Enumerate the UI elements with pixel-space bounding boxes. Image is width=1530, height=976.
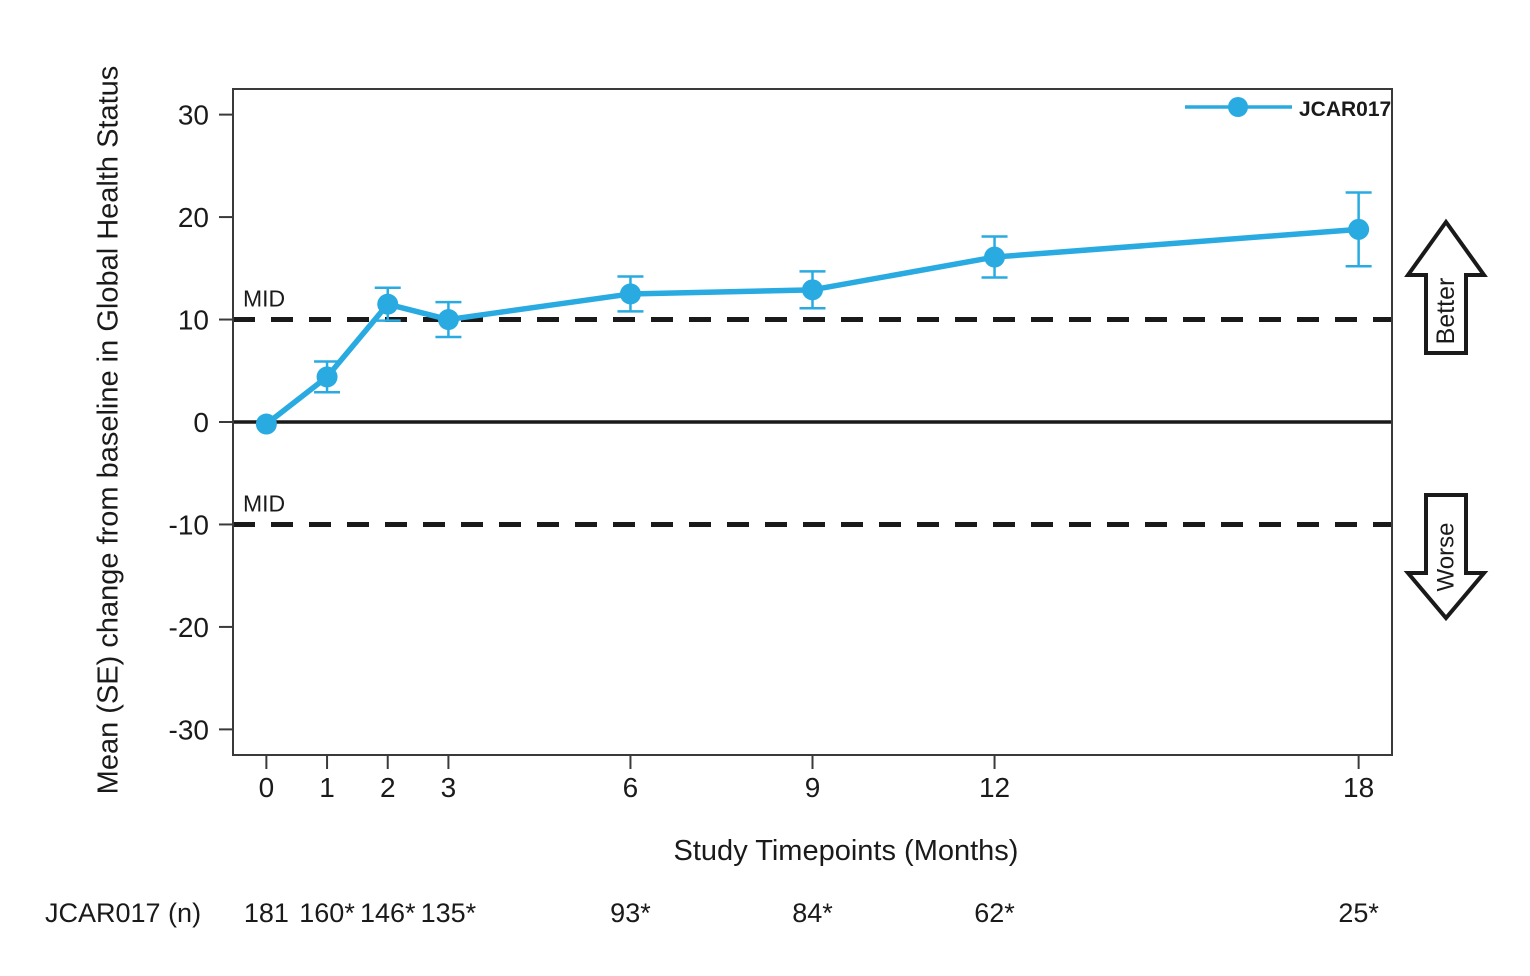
y-tick-label: 30 bbox=[178, 100, 209, 131]
y-tick-label: 0 bbox=[193, 407, 209, 438]
n-count-month-6: 93* bbox=[610, 898, 651, 928]
data-point-month-1 bbox=[316, 366, 338, 388]
worse-arrow-label: Worse bbox=[1433, 523, 1460, 592]
y-tick-label: -20 bbox=[169, 612, 209, 643]
n-count-month-1: 160* bbox=[299, 898, 355, 928]
data-point-month-2 bbox=[377, 293, 399, 315]
data-point-month-3 bbox=[437, 309, 459, 331]
y-tick-label: 10 bbox=[178, 305, 209, 336]
n-count-month-0: 181 bbox=[244, 898, 289, 928]
x-tick-label: 6 bbox=[623, 772, 639, 803]
worse-arrow-icon bbox=[1403, 493, 1489, 622]
data-point-month-0 bbox=[255, 413, 277, 435]
n-count-month-12: 62* bbox=[974, 898, 1015, 928]
n-count-month-18: 25* bbox=[1338, 898, 1379, 928]
data-point-month-9 bbox=[802, 279, 823, 301]
data-point-month-6 bbox=[619, 283, 641, 305]
x-tick-label: 12 bbox=[979, 772, 1010, 803]
better-arrow-label: Better bbox=[1432, 278, 1460, 345]
n-count-month-3: 135* bbox=[421, 898, 477, 928]
legend-marker bbox=[1228, 97, 1248, 117]
legend-label: JCAR017 bbox=[1299, 98, 1391, 121]
y-tick-label: 20 bbox=[178, 202, 209, 233]
data-point-month-12 bbox=[984, 246, 1006, 268]
n-row-label: JCAR017 (n) bbox=[45, 898, 201, 928]
n-count-month-2: 146* bbox=[360, 898, 416, 928]
x-axis-title: Study Timepoints (Months) bbox=[674, 835, 1019, 867]
x-tick-label: 3 bbox=[441, 772, 457, 803]
x-tick-label: 9 bbox=[805, 772, 821, 803]
n-count-month-9: 84* bbox=[792, 898, 833, 928]
x-tick-label: 18 bbox=[1343, 772, 1374, 803]
x-tick-label: 1 bbox=[319, 772, 335, 803]
data-point-month-18 bbox=[1348, 218, 1370, 240]
y-axis-title: Mean (SE) change from baseline in Global… bbox=[92, 66, 124, 795]
mid-label: MID bbox=[243, 286, 285, 312]
x-tick-label: 2 bbox=[380, 772, 396, 803]
mid-label: MID bbox=[243, 490, 285, 516]
series-line bbox=[263, 226, 1362, 427]
y-tick-label: -10 bbox=[169, 509, 209, 540]
y-tick-label: -30 bbox=[169, 714, 209, 745]
better-arrow-icon bbox=[1404, 218, 1488, 355]
x-tick-label: 0 bbox=[259, 772, 275, 803]
